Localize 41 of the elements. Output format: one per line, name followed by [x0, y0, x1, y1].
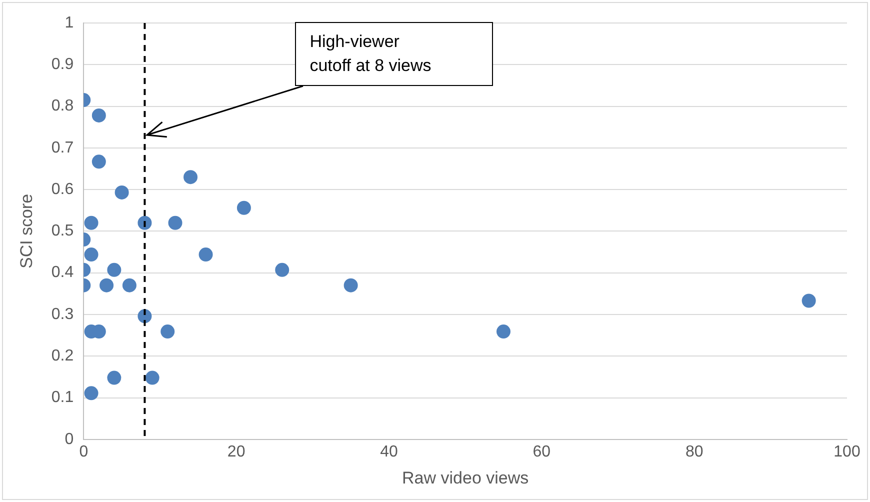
- y-axis-title: SCI score: [16, 194, 36, 269]
- y-tick-label: 0.2: [51, 348, 74, 365]
- x-tick-label: 20: [227, 443, 246, 460]
- x-tick-label: 60: [532, 443, 551, 460]
- point: [107, 262, 122, 277]
- y-tick-label: 0.4: [51, 264, 74, 282]
- point: [107, 370, 122, 385]
- x-tick-label: 100: [834, 443, 860, 460]
- x-tick-label: 40: [380, 443, 398, 460]
- point: [92, 108, 106, 122]
- point: [344, 278, 358, 292]
- point: [138, 216, 152, 230]
- callout-box: High-viewer cutoff at 8 views: [294, 22, 493, 86]
- point: [802, 294, 816, 308]
- x-tick-label: 80: [685, 443, 704, 460]
- y-tick-label: 0.9: [51, 56, 74, 74]
- point: [275, 262, 290, 277]
- point: [168, 216, 182, 230]
- point: [198, 248, 213, 262]
- point: [496, 324, 510, 339]
- point: [92, 154, 106, 169]
- point: [184, 170, 198, 184]
- point: [114, 185, 129, 200]
- y-tick-label: 0: [64, 430, 74, 448]
- point: [160, 324, 175, 339]
- point: [236, 200, 251, 215]
- point: [100, 278, 114, 292]
- y-tick-label: 0.8: [51, 98, 74, 115]
- x-tick-label: 0: [79, 443, 88, 460]
- y-tick-label: 0.5: [51, 222, 74, 240]
- point: [84, 248, 98, 262]
- y-tick-label: 0.7: [51, 139, 74, 156]
- y-tick-label: 1: [64, 14, 74, 32]
- point: [84, 216, 98, 230]
- y-tick-label: 0.1: [51, 389, 74, 406]
- point: [122, 278, 136, 292]
- point: [145, 370, 160, 385]
- x-axis-title: Raw video views: [402, 468, 529, 488]
- y-tick-label: 0.6: [51, 180, 74, 198]
- point: [84, 386, 98, 400]
- y-tick-label: 0.3: [51, 306, 74, 323]
